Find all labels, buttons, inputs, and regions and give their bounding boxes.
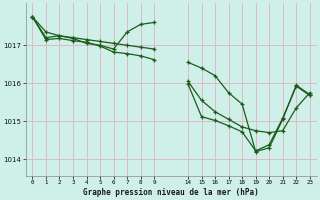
X-axis label: Graphe pression niveau de la mer (hPa): Graphe pression niveau de la mer (hPa): [83, 188, 259, 197]
